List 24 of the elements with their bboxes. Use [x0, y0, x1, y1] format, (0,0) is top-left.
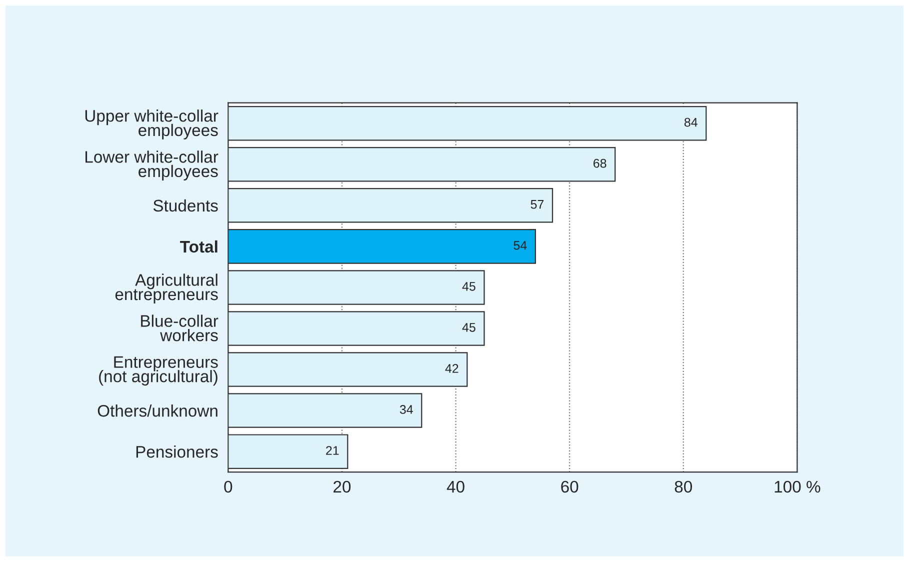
y-tick-label: Lower white-collar employees	[86, 150, 218, 180]
x-tick-label: 20	[334, 480, 351, 493]
data-label: 42	[445, 364, 458, 373]
x-tick-label: 0	[224, 480, 232, 493]
y-tick-label: Pensioners	[136, 446, 218, 458]
data-label: 21	[326, 446, 339, 455]
x-tick-label: 100 %	[774, 480, 820, 493]
y-tick-label: Blue-collar workers	[141, 314, 218, 342]
data-label: 34	[400, 405, 413, 414]
y-tick-label: Students	[153, 199, 218, 212]
y-tick-label: Others/unknown	[98, 404, 218, 417]
data-label: 45	[462, 282, 476, 291]
data-label: 84	[684, 118, 698, 127]
y-tick-label: Total	[180, 240, 218, 253]
y-tick-label: Agricultural entrepreneurs	[115, 274, 218, 304]
data-label: 68	[594, 158, 606, 168]
x-tick-label: 40	[446, 480, 464, 493]
x-tick-label: 80	[674, 480, 692, 493]
y-tick-label: Upper white-collar employees	[85, 110, 218, 140]
data-label: 54	[514, 241, 527, 250]
data-label: 45	[462, 323, 476, 332]
data-label: 57	[530, 200, 544, 209]
y-tick-label: Entrepreneurs (not agricultural)	[99, 356, 218, 386]
x-tick-label: 60	[561, 480, 578, 493]
